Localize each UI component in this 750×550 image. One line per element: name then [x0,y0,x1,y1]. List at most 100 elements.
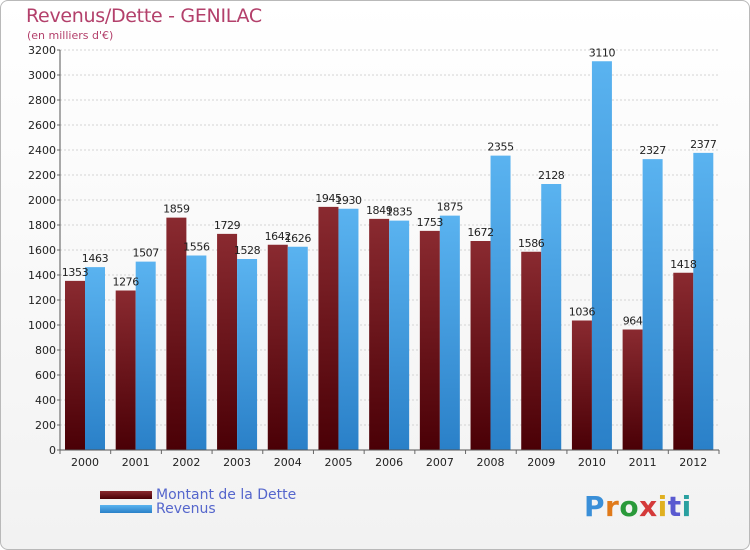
legend-swatch-dette [100,491,152,499]
x-tick-label: 2002 [172,456,200,469]
logo-letter: i [681,490,692,523]
data-label: 1672 [467,226,493,239]
y-tick-label: 2200 [28,169,56,182]
y-tick-label: 400 [35,394,56,407]
logo-letter: o [619,490,640,523]
data-label: 1353 [62,266,89,279]
chart-title: Revenus/Dette - GENILAC [26,5,262,27]
data-label: 1586 [518,237,545,250]
logo-letter: P [584,490,606,523]
logo-letter: t [667,490,682,523]
bar-dette [571,320,592,450]
y-tick-label: 1400 [28,269,56,282]
data-label: 1875 [437,201,464,214]
bar-dette [166,217,187,450]
y-tick-label: 200 [35,419,56,432]
data-label: 1626 [285,232,312,245]
x-tick-label: 2005 [324,456,352,469]
x-tick-label: 2009 [527,456,555,469]
legend-item-dette: Montant de la Dette [100,487,296,503]
bar-revenus [186,255,207,450]
data-label: 2377 [690,138,717,151]
bar-dette [369,218,390,450]
x-tick-label: 2008 [477,456,505,469]
x-tick-label: 2001 [122,456,150,469]
bar-dette [673,272,694,450]
data-label: 2128 [538,169,565,182]
x-tick-label: 2010 [578,456,606,469]
bar-revenus [439,215,460,450]
x-tick-label: 2006 [375,456,403,469]
bar-revenus [642,159,663,450]
x-tick-label: 2000 [71,456,99,469]
y-tick-label: 1200 [28,294,56,307]
legend-label-revenus: Revenus [156,501,216,517]
bar-dette [115,290,136,450]
data-label: 1835 [386,206,413,219]
data-label: 1463 [82,252,109,265]
y-tick-label: 3200 [28,44,56,57]
y-tick-label: 3000 [28,69,56,82]
x-tick-label: 2003 [223,456,251,469]
y-tick-label: 2600 [28,119,56,132]
y-tick-label: 2000 [28,194,56,207]
x-tick-label: 2012 [679,456,707,469]
data-label: 1556 [183,241,210,254]
y-tick-label: 0 [49,444,56,457]
bar-dette [267,244,288,450]
bar-revenus [85,267,105,450]
bar-dette [65,280,85,450]
legend-label-dette: Montant de la Dette [156,487,297,503]
y-tick-label: 2400 [28,144,56,157]
data-label: 2355 [487,141,514,154]
bar-dette [622,329,643,450]
data-label: 1753 [417,216,444,229]
data-label: 1528 [234,244,261,257]
bar-revenus [135,261,156,450]
x-tick-label: 2007 [426,456,454,469]
bar-dette [217,233,238,450]
bar-revenus [237,259,258,450]
bar-dette [318,206,339,450]
x-tick-label: 2004 [274,456,302,469]
legend-swatch-revenus [100,505,152,513]
x-tick-label: 2011 [629,456,657,469]
y-tick-label: 1800 [28,219,56,232]
bar-dette [419,230,440,450]
data-label: 1276 [112,276,139,289]
bar-dette [521,251,542,450]
proxiti-logo: Proxiti [584,490,692,523]
data-label: 1507 [132,247,159,260]
y-tick-label: 2800 [28,94,56,107]
chart-subtitle: (en milliers d'€) [27,29,114,42]
bar-revenus [541,184,562,450]
logo-letter: i [657,490,668,523]
axes: 0 200 400 600 800 1000 1200 1400 1600 1800 2000 220… [28,44,720,469]
bar-revenus [693,152,714,450]
bar-revenus [490,155,511,450]
data-label: 2327 [639,144,666,157]
y-tick-label: 1000 [28,319,56,332]
data-label: 1859 [163,203,190,216]
logo-letter: r [605,490,620,523]
data-label: 1729 [214,219,241,232]
data-label: 1642 [265,230,291,243]
data-label: 964 [623,315,643,328]
bars [65,61,714,450]
bar-revenus [338,208,359,450]
data-label: 1036 [569,306,596,319]
y-tick-label: 800 [35,344,56,357]
legend-item-revenus: Revenus [100,501,216,517]
y-tick-label: 600 [35,369,56,382]
bar-revenus [287,246,308,450]
bar-dette [470,241,491,450]
data-label: 1930 [335,194,362,207]
logo-letter: x [639,490,658,523]
data-label: 3110 [589,46,616,59]
y-tick-label: 1600 [28,244,56,257]
data-label: 1849 [366,204,393,217]
data-label: 1945 [315,192,342,205]
bar-revenus [389,220,410,450]
